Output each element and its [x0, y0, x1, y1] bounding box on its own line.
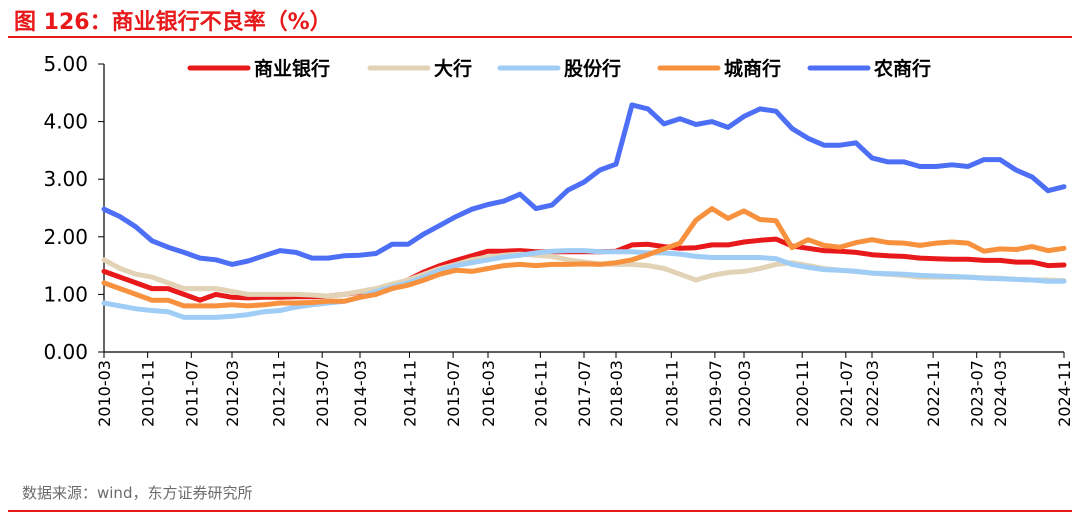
- x-tick-label: 2022-11: [924, 360, 943, 427]
- y-tick-label: 2.00: [43, 225, 88, 249]
- x-tick-label: 2016-03: [479, 360, 498, 427]
- x-tick-label: 2011-07: [182, 360, 201, 427]
- x-tick-label: 2020-03: [735, 360, 754, 427]
- x-tick-label: 2024-11: [1055, 360, 1074, 427]
- x-tick-label: 2013-07: [313, 360, 332, 427]
- x-tick-label: 2018-03: [607, 360, 626, 427]
- series-line-2: [101, 248, 1067, 320]
- x-tick-label: 2015-07: [444, 360, 463, 427]
- x-tick-label: 2022-03: [863, 360, 882, 427]
- line-chart: 0.001.002.003.004.005.00 2010-03 2010-11 2…: [43, 52, 1074, 427]
- series-line-3: [101, 206, 1067, 309]
- x-tick-label: 2024-03: [991, 360, 1010, 427]
- x-tick-label: 2017-07: [575, 360, 594, 427]
- legend-label-2: 股份行: [564, 57, 621, 80]
- title-divider: [8, 36, 1072, 38]
- x-tick-label: 2019-07: [706, 360, 725, 427]
- x-tick-label: 2023-07: [968, 360, 987, 427]
- y-tick-label: 1.00: [43, 282, 88, 306]
- y-tick-label: 4.00: [43, 110, 88, 134]
- x-tick-label: 2010-03: [95, 360, 114, 427]
- chart-axes: [103, 64, 1064, 353]
- x-tick-label: 2016-11: [531, 360, 550, 427]
- x-tick-label: 2014-03: [351, 360, 370, 427]
- footer-divider: [8, 510, 1072, 512]
- series-lines: [101, 102, 1067, 320]
- x-tick-label: 2012-11: [270, 360, 289, 427]
- y-tick-label: 5.00: [43, 52, 88, 76]
- legend-label-3: 城商行: [724, 57, 781, 80]
- figure-title: 图 126：商业银行不良率（%）: [14, 10, 332, 35]
- legend-label-4: 农商行: [873, 57, 931, 80]
- x-tick-label: 2018-11: [662, 360, 681, 427]
- x-axis-ticks: 2010-03 2010-11 2011-07 2012-03 2012-11 2013-…: [95, 352, 1074, 427]
- legend-label-1: 大行: [434, 57, 472, 80]
- y-tick-label: 3.00: [43, 167, 88, 191]
- data-source-note: 数据来源：wind，东方证券研究所: [22, 484, 253, 502]
- legend-label-0: 商业银行: [254, 57, 330, 80]
- x-tick-label: 2014-11: [400, 360, 419, 427]
- y-tick-label: 0.00: [43, 340, 88, 364]
- x-tick-label: 2020-11: [793, 360, 812, 427]
- x-tick-label: 2012-03: [223, 360, 242, 427]
- y-axis-ticks: 0.00 1.00 2.00 3.00 4.00 5.00: [43, 52, 104, 364]
- x-tick-label: 2021-07: [837, 360, 856, 427]
- x-tick-label: 2010-11: [139, 360, 158, 427]
- series-line-4: [101, 102, 1067, 267]
- chart-legend: 商业银行 大行 股份行 城商行 农商行: [187, 57, 931, 80]
